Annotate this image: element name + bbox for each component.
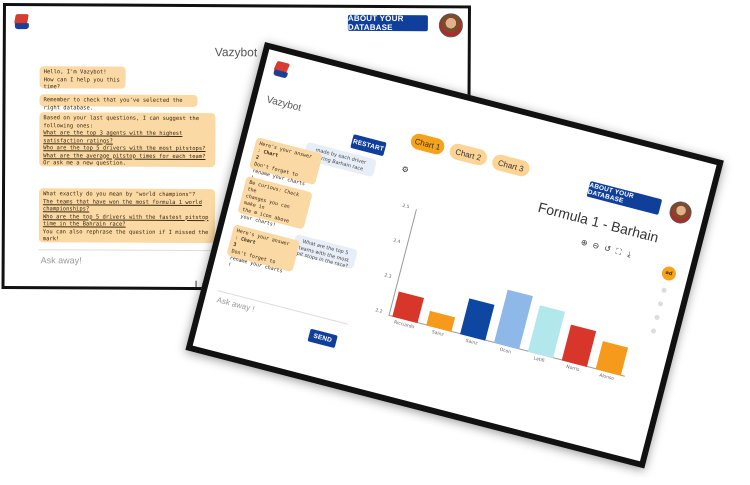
- fullscreen-icon[interactable]: ⛶: [614, 246, 623, 257]
- greeting-line: How can I help you this time?: [43, 76, 120, 91]
- reset-zoom-icon[interactable]: ↺: [603, 243, 612, 255]
- side-dot[interactable]: [657, 300, 664, 307]
- bar-0[interactable]: [392, 291, 425, 324]
- settings-gear-icon[interactable]: ⚙: [400, 164, 410, 175]
- suggestion-link[interactable]: What are the top 3 agents with the highe…: [43, 130, 183, 145]
- download-icon[interactable]: ⤓: [626, 249, 633, 260]
- tab-chart-3[interactable]: Chart 3: [490, 153, 532, 179]
- y-tick-label: 2.3: [383, 273, 392, 281]
- y-tick-label: 2.4: [392, 238, 401, 246]
- tab-chart-2[interactable]: Chart 2: [447, 141, 489, 167]
- tab-chart-1[interactable]: Chart 1: [409, 131, 447, 156]
- side-dot[interactable]: [660, 287, 668, 294]
- user-avatar[interactable]: [438, 13, 463, 38]
- vazy-logo: [14, 14, 30, 30]
- page-title: Vazybot: [265, 94, 303, 114]
- user-message: What are the top 5 teams with the most p…: [290, 233, 358, 270]
- bar-4[interactable]: [527, 305, 565, 359]
- y-tick-label: 2.5: [401, 203, 410, 211]
- clarify-option-link[interactable]: Who are the top 5 drivers with the faste…: [42, 213, 209, 228]
- vazy-logo: [272, 60, 291, 79]
- suggestion-link[interactable]: Who are the top 5 drivers with the most …: [43, 145, 206, 153]
- restart-button[interactable]: RESTART: [350, 134, 387, 157]
- suggest-intro: Based on your last questions, I can sugg…: [43, 115, 200, 129]
- about-database-button[interactable]: ABOUT YOUR DATABASE: [586, 180, 663, 215]
- about-database-button[interactable]: ABOUT YOUR DATABASE: [348, 14, 428, 32]
- ask-input[interactable]: Ask away!: [40, 255, 82, 266]
- zoom-in-icon[interactable]: ⊕: [579, 237, 589, 249]
- right-panel-badge[interactable]: ad: [660, 264, 678, 283]
- side-dot[interactable]: [653, 314, 661, 321]
- clarify-outro: You can also rephrase the question if I …: [42, 228, 209, 243]
- bar-5[interactable]: [561, 324, 596, 367]
- bot-greeting: Hello, I'm Vazybot! How can I help you t…: [39, 66, 126, 90]
- user-avatar[interactable]: [667, 199, 694, 226]
- suggest-outro: Or ask me a new question.: [43, 160, 126, 167]
- clarify-option-link[interactable]: The teams that have won the most formula…: [42, 198, 202, 213]
- page-title: Vazybot: [214, 45, 258, 60]
- bot-clarification: What exactly do you mean by "world champ…: [38, 188, 216, 244]
- front-screenshot: Vazybot RESTART made by each driver duri…: [185, 42, 724, 469]
- bar-2[interactable]: [460, 298, 495, 341]
- bot-suggestions: Based on your last questions, I can sugg…: [39, 112, 216, 168]
- y-tick-label: 2.2: [374, 308, 383, 315]
- bar-3[interactable]: [493, 289, 533, 350]
- bot-reminder: Remember to check that you've selected t…: [39, 94, 198, 111]
- zoom-out-icon[interactable]: ⊖: [591, 240, 601, 252]
- clarify-question: What exactly do you mean by "world champ…: [42, 191, 196, 199]
- settings-gear-icon: ⚙: [253, 209, 258, 217]
- send-button[interactable]: SEND: [307, 328, 338, 349]
- side-dot[interactable]: [650, 327, 657, 335]
- greeting-line: Hello, I'm Vazybot!: [43, 69, 107, 76]
- bar-6[interactable]: [595, 340, 628, 376]
